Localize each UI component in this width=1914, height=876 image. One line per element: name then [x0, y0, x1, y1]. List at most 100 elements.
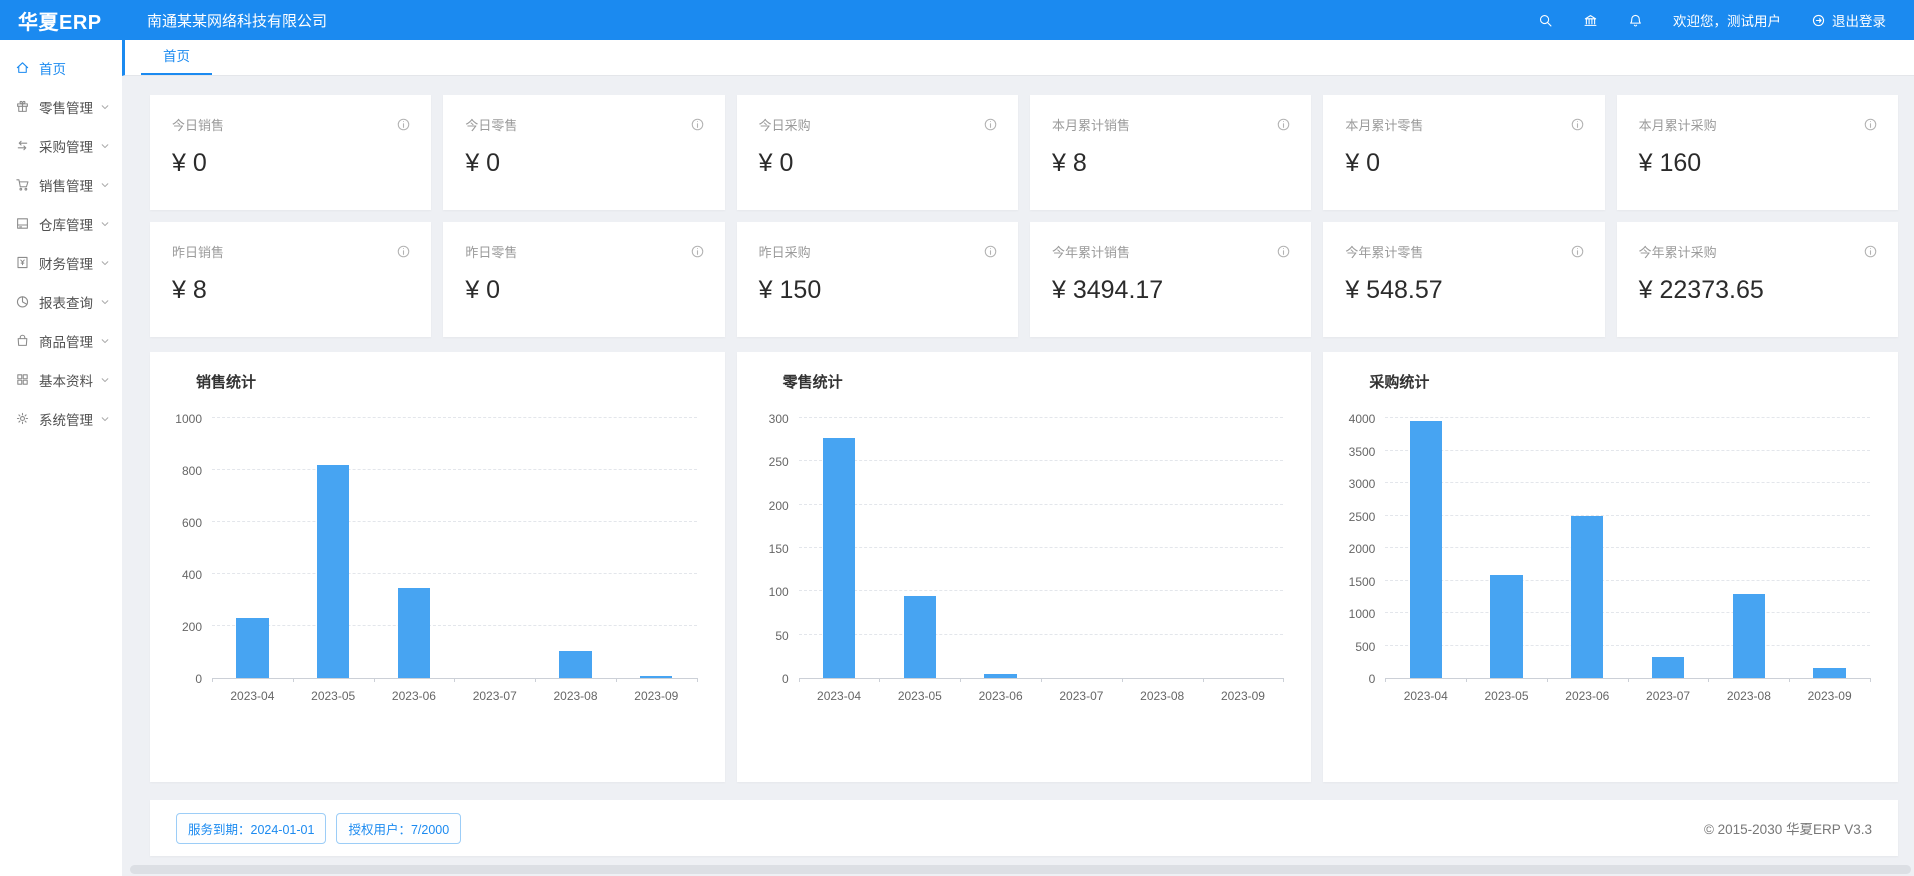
- x-axis-tick: [1870, 678, 1872, 682]
- bar: [559, 650, 592, 678]
- x-tick-label: 2023-09: [634, 689, 679, 703]
- y-tick-label: 0: [195, 672, 202, 686]
- stat-card-header: 今年累计采购: [1639, 242, 1878, 261]
- main-content: 首页 今日销售 ¥ 0 今日零售 ¥ 0 今日采购 ¥ 0 本月累计销售 ¥ 8 本月累计零售 ¥…: [122, 40, 1914, 876]
- chevron-down-icon: [100, 219, 110, 229]
- tab-home[interactable]: 首页: [141, 40, 212, 75]
- x-axis-tick: [1283, 678, 1285, 682]
- y-tick-label: 2500: [1348, 509, 1376, 524]
- x-tick-label: 2023-05: [311, 689, 356, 703]
- x-axis-tick: [1041, 678, 1042, 682]
- info-icon[interactable]: [690, 117, 705, 132]
- copyright-text: © 2015-2030 华夏ERP V3.3: [1703, 822, 1872, 837]
- stat-card-value: ¥ 0: [465, 276, 501, 304]
- bank-icon[interactable]: [1583, 13, 1598, 28]
- y-axis-labels: 0 500 1000 1500 2000 2500 3000 3500 4000: [1337, 412, 1385, 686]
- bar: [397, 588, 431, 678]
- y-tick-label: 1000: [1348, 607, 1376, 621]
- gridline: [798, 590, 1284, 592]
- y-tick-label: 3000: [1348, 477, 1376, 491]
- chevron-down-icon: [100, 180, 110, 190]
- stat-card-today-purchase: 今日采购 ¥ 0: [736, 95, 1018, 210]
- stat-card-label: 今日销售: [172, 118, 225, 133]
- sidebar-item-sales[interactable]: 销售管理: [0, 165, 122, 204]
- cart-icon: [15, 177, 30, 192]
- sidebar-item-warehouse[interactable]: 仓库管理: [0, 204, 122, 243]
- sidebar-item-reports[interactable]: 报表查询: [0, 282, 122, 321]
- y-tick-label: 1000: [175, 412, 202, 426]
- stat-card-value: ¥ 8: [172, 276, 207, 304]
- y-tick-label: 200: [768, 498, 789, 513]
- x-axis-tick: [292, 678, 294, 682]
- info-icon[interactable]: [690, 244, 705, 259]
- chart-title: 零售统计: [782, 374, 843, 391]
- info-icon[interactable]: [396, 117, 411, 132]
- info-icon[interactable]: [1570, 117, 1585, 132]
- gridline: [798, 460, 1284, 462]
- stat-card-label: 本月累计零售: [1345, 118, 1424, 133]
- x-axis-tick: [1385, 678, 1387, 682]
- info-icon[interactable]: [1276, 244, 1291, 259]
- stat-card-label: 今年累计采购: [1638, 245, 1717, 260]
- chevron-down-icon: [100, 141, 110, 151]
- service-expiry-badge: 服务到期：2024-01-01: [176, 812, 327, 844]
- stat-card-value: ¥ 160: [1638, 149, 1702, 177]
- chevron-down-icon: [100, 414, 110, 424]
- chart-plot-area: 0 500 1000 1500 2000 2500 3000 3500 4000 2023-04 2…: [1323, 392, 1898, 703]
- stat-card-month-sale: 本月累计销售 ¥ 8: [1029, 95, 1312, 210]
- stat-card-label: 今年累计零售: [1345, 245, 1424, 260]
- sidebar-item-system[interactable]: 系统管理: [0, 399, 122, 438]
- bell-icon[interactable]: [1628, 13, 1643, 28]
- x-axis-tick: [373, 678, 375, 682]
- info-icon[interactable]: [1863, 117, 1878, 132]
- sidebar-item-home[interactable]: 首页: [0, 48, 122, 87]
- x-axis-tick: [879, 678, 881, 682]
- info-icon[interactable]: [983, 117, 998, 132]
- y-tick-label: 50: [775, 628, 789, 643]
- x-tick-label: 2023-07: [472, 689, 517, 703]
- x-tick-label: 2023-04: [1403, 689, 1448, 703]
- sidebar-item-label: 采购管理: [39, 139, 93, 155]
- info-icon[interactable]: [1863, 244, 1878, 259]
- bar: [640, 675, 673, 678]
- bar: [1732, 593, 1765, 678]
- sidebar-item-basic[interactable]: 基本资料: [0, 360, 122, 399]
- stat-card-year-sale: 今年累计销售 ¥ 3494.17: [1029, 222, 1312, 337]
- gridline: [212, 417, 697, 418]
- gift-icon: [15, 99, 30, 114]
- x-axis-tick: [960, 678, 962, 682]
- horizontal-scrollbar[interactable]: [130, 865, 1911, 874]
- search-icon[interactable]: [1538, 13, 1553, 28]
- sidebar-item-goods[interactable]: 商品管理: [0, 321, 122, 360]
- stat-card-value: ¥ 0: [758, 149, 794, 177]
- stat-card-header: 昨日采购: [759, 242, 998, 261]
- info-icon[interactable]: [396, 244, 411, 259]
- pie-icon: [15, 294, 30, 309]
- stat-card-yesterday-purchase: 昨日采购 ¥ 150: [736, 222, 1018, 337]
- sidebar-item-purchase[interactable]: 采购管理: [0, 126, 122, 165]
- bar: [1651, 656, 1685, 678]
- sidebar-item-finance[interactable]: 财务管理: [0, 243, 122, 282]
- stat-card-label: 昨日采购: [758, 245, 811, 260]
- info-icon[interactable]: [1570, 244, 1585, 259]
- info-icon[interactable]: [983, 244, 998, 259]
- info-icon[interactable]: [1276, 117, 1291, 132]
- stat-card-yesterday-sale: 昨日销售 ¥ 8: [150, 222, 432, 337]
- stat-card-month-retail: 本月累计零售 ¥ 0: [1323, 95, 1605, 210]
- stat-card-header: 昨日销售: [172, 242, 411, 261]
- stat-card-value: ¥ 22373.65: [1638, 276, 1764, 304]
- sidebar-item-label: 基本资料: [39, 373, 93, 389]
- chevron-down-icon: [100, 258, 110, 268]
- stat-card-value: ¥ 0: [1345, 149, 1381, 177]
- logout-button[interactable]: 退出登录: [1811, 10, 1886, 30]
- stat-card-year-purchase: 今年累计采购 ¥ 22373.65: [1616, 222, 1898, 337]
- stat-card-header: 本月累计采购: [1639, 115, 1878, 134]
- plot: [798, 417, 1285, 682]
- sidebar-item-retail[interactable]: 零售管理: [0, 87, 122, 126]
- sidebar-item-label: 系统管理: [39, 412, 93, 428]
- stat-card-value: ¥ 0: [465, 149, 501, 177]
- x-tick-label: 2023-08: [1140, 689, 1185, 703]
- swap-icon: [15, 138, 30, 153]
- x-axis-tick: [798, 678, 800, 682]
